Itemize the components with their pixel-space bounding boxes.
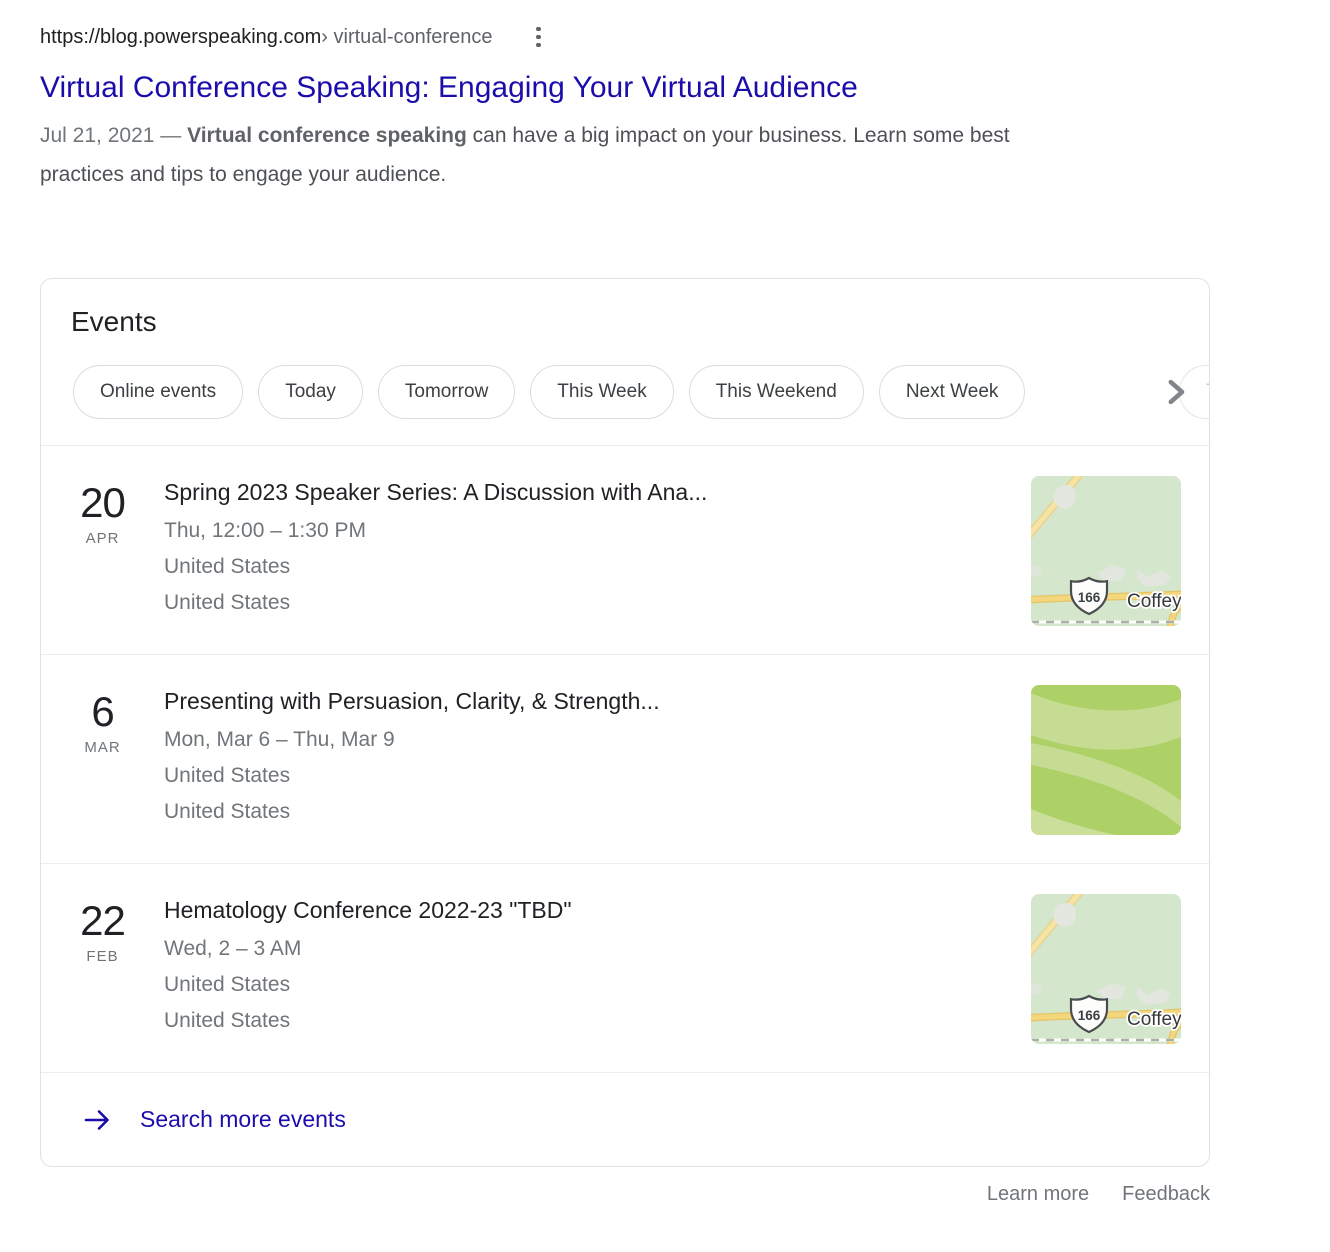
- event-time: Mon, Mar 6 – Thu, Mar 9: [164, 728, 395, 751]
- event-image-thumbnail[interactable]: [1031, 685, 1181, 835]
- result-url-path: › virtual-conference: [321, 25, 493, 48]
- event-title-link[interactable]: Hematology Conference 2022-23 "TBD": [164, 897, 572, 923]
- event-time: Thu, 12:00 – 1:30 PM: [164, 519, 366, 542]
- event-day: 22: [80, 897, 126, 944]
- event-map-thumbnail[interactable]: 166 Coffey: [1031, 476, 1181, 626]
- arrow-right-icon: [84, 1109, 109, 1130]
- event-title-link[interactable]: Spring 2023 Speaker Series: A Discussion…: [164, 479, 708, 505]
- search-more-events-link[interactable]: Search more events: [41, 1072, 1209, 1166]
- map-route-shield: 166: [1078, 590, 1101, 605]
- breadcrumb: https://blog.powerspeaking.com › virtual…: [40, 22, 1290, 52]
- chip-tomorrow[interactable]: Tomorrow: [377, 365, 516, 419]
- feedback-link[interactable]: Feedback: [1122, 1183, 1210, 1205]
- search-results-page: https://blog.powerspeaking.com › virtual…: [40, 22, 1290, 1206]
- map-image: 166 Coffey: [1031, 476, 1181, 626]
- event-address: United States: [164, 1009, 291, 1032]
- events-filter-chips: Online events Today Tomorrow This Week T…: [73, 364, 1209, 420]
- chip-this-weekend[interactable]: This Weekend: [688, 365, 864, 419]
- events-card: Events Online events Today Tomorrow This…: [40, 278, 1210, 1167]
- event-row[interactable]: 22 FEB Hematology Conference 2022-23 "TB…: [41, 863, 1209, 1072]
- event-date: 6 MAR: [41, 685, 164, 835]
- event-venue: United States: [164, 973, 291, 996]
- event-address: United States: [164, 591, 291, 614]
- map-place-label: Coffey: [1127, 1009, 1181, 1030]
- event-info: Hematology Conference 2022-23 "TBD" Wed,…: [164, 894, 1011, 1044]
- result-snippet: Jul 21, 2021 — Virtual conference speaki…: [40, 116, 1090, 194]
- more-options-icon[interactable]: [532, 23, 545, 52]
- event-row[interactable]: 20 APR Spring 2023 Speaker Series: A Dis…: [41, 445, 1209, 654]
- event-day: 20: [80, 479, 126, 526]
- event-time: Wed, 2 – 3 AM: [164, 937, 302, 960]
- map-route-shield: 166: [1078, 1008, 1101, 1023]
- learn-more-link[interactable]: Learn more: [986, 1183, 1090, 1205]
- chip-next-week[interactable]: Next Week: [878, 365, 1026, 419]
- chip-today[interactable]: Today: [258, 365, 363, 419]
- snippet-text: can have a big impact on your business. …: [40, 124, 1010, 186]
- map-image: 166 Coffey: [1031, 894, 1181, 1044]
- events-heading: Events: [71, 306, 157, 337]
- chevron-right-icon: [1168, 379, 1185, 405]
- chips-scroll-right-button[interactable]: [1155, 372, 1195, 412]
- chip-this-week[interactable]: This Week: [530, 365, 674, 419]
- search-more-events-label: Search more events: [140, 1106, 346, 1132]
- organic-result: https://blog.powerspeaking.com › virtual…: [40, 22, 1290, 194]
- event-date: 22 FEB: [41, 894, 164, 1044]
- event-info: Presenting with Persuasion, Clarity, & S…: [164, 685, 1011, 835]
- event-month: MAR: [84, 739, 121, 756]
- event-day: 6: [91, 688, 114, 735]
- event-info: Spring 2023 Speaker Series: A Discussion…: [164, 476, 1011, 626]
- map-place-label: Coffey: [1127, 591, 1181, 612]
- event-date: 20 APR: [41, 476, 164, 626]
- snippet-bold-text: Virtual conference speaking: [187, 124, 467, 147]
- chip-online-events[interactable]: Online events: [73, 365, 244, 419]
- result-title-link[interactable]: Virtual Conference Speaking: Engaging Yo…: [40, 71, 858, 104]
- event-row[interactable]: 6 MAR Presenting with Persuasion, Clarit…: [41, 654, 1209, 863]
- result-url[interactable]: https://blog.powerspeaking.com: [40, 25, 322, 48]
- event-month: FEB: [86, 948, 119, 965]
- card-footer: Learn more Feedback: [40, 1183, 1210, 1206]
- event-venue: United States: [164, 764, 291, 787]
- event-address: United States: [164, 800, 291, 823]
- event-title-link[interactable]: Presenting with Persuasion, Clarity, & S…: [164, 688, 660, 714]
- event-venue: United States: [164, 555, 291, 578]
- event-image: [1031, 685, 1181, 835]
- snippet-date: Jul 21, 2021 —: [40, 124, 188, 147]
- event-month: APR: [85, 530, 120, 547]
- event-map-thumbnail[interactable]: 166 Coffey: [1031, 894, 1181, 1044]
